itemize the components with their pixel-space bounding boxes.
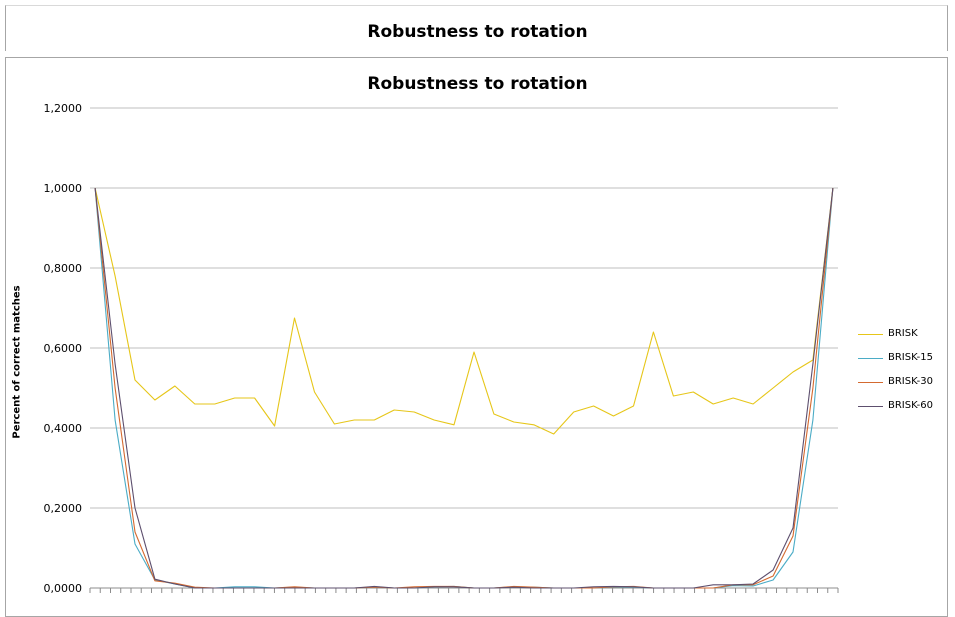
y-tick-label: 1,2000 bbox=[44, 102, 83, 115]
header-title: Robustness to rotation bbox=[367, 22, 588, 42]
legend-label: BRISK-60 bbox=[888, 400, 933, 411]
legend-label: BRISK bbox=[888, 328, 918, 339]
y-tick-label: 0,2000 bbox=[44, 502, 83, 515]
legend-swatch bbox=[858, 382, 883, 383]
series-line-brisk bbox=[94, 187, 834, 435]
legend-swatch bbox=[858, 358, 883, 359]
series-line-brisk-60 bbox=[94, 187, 834, 589]
y-tick-label: 0,0000 bbox=[44, 582, 83, 595]
plot-svg: 0,0000 0,2000 0,4000 0,6000 0,8000 1,0000 1,20… bbox=[44, 102, 839, 595]
y-axis-label: Percent of correct matches bbox=[11, 285, 23, 439]
legend-label: BRISK-30 bbox=[888, 376, 933, 387]
outer-title-frame bbox=[5, 5, 948, 51]
y-tick-label: 0,8000 bbox=[44, 262, 83, 275]
y-tick-label: 0,6000 bbox=[44, 342, 83, 355]
legend-swatch bbox=[858, 334, 883, 335]
legend-label: BRISK-15 bbox=[888, 352, 933, 363]
legend-swatch bbox=[858, 406, 883, 407]
y-tick-label: 0,4000 bbox=[44, 422, 83, 435]
chart-area bbox=[5, 57, 948, 617]
y-tick-label: 1,0000 bbox=[44, 182, 83, 195]
chart-title: Robustness to rotation bbox=[367, 74, 588, 94]
